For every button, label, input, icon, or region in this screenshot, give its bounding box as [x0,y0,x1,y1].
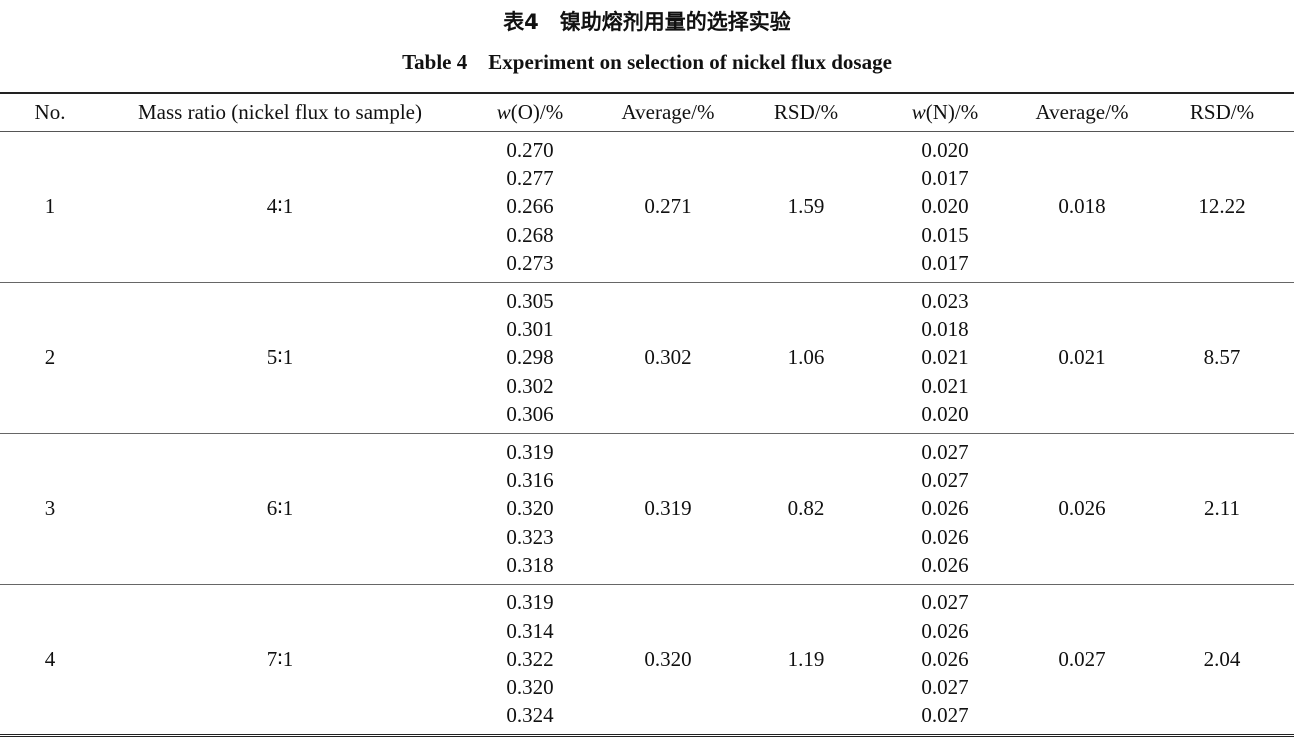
cell-w-o-value: 0.324 [506,703,554,728]
header-no: No. [34,99,66,124]
table-row: 3 6∶1 0.319 0.316 0.320 0.323 0.318 0.319 0.82 0.… [0,433,1294,584]
cell-mass-ratio: 7∶1 [266,646,294,671]
cell-w-o-value: 0.266 [506,194,554,219]
header-average-n: Average/% [1035,99,1129,124]
cell-w-n-value: 0.017 [921,250,969,275]
cell-no: 2 [44,345,56,369]
cell-rsd-n: 2.11 [1204,496,1240,520]
cell-rsd-n: 2.04 [1203,646,1241,671]
cell-w-o-value: 0.320 [506,675,554,700]
cell-average-o: 0.320 [644,646,692,671]
cell-w-n: 0.027 0.027 0.026 0.026 0.026 [876,433,1014,584]
cell-w-o-value: 0.318 [506,552,554,577]
header-rsd-n: RSD/% [1189,99,1255,124]
table-title-english: Table 4 Experiment on selection of nicke… [402,50,892,74]
cell-w-n-value: 0.020 [921,194,969,219]
cell-mass-ratio: 6∶1 [266,496,294,520]
cell-average-o: 0.319 [644,496,692,520]
cell-w-o-value: 0.301 [506,317,554,342]
cell-w-n-value: 0.026 [921,618,969,643]
cell-w-o-value: 0.302 [506,373,554,398]
cell-w-n: 0.023 0.018 0.021 0.021 0.020 [876,282,1014,433]
cell-w-n-value: 0.021 [921,345,969,370]
cell-rsd-o: 1.59 [787,194,825,218]
cell-mass-ratio: 5∶1 [266,345,294,369]
cell-w-o-value: 0.323 [506,524,554,549]
cell-w-o-value: 0.319 [506,590,554,615]
data-table: No. Mass ratio (nickel flux to sample) w… [0,92,1294,737]
cell-rsd-o: 1.19 [787,646,825,671]
cell-w-o-value: 0.268 [506,222,554,247]
cell-w-n: 0.020 0.017 0.020 0.015 0.017 [876,131,1014,282]
header-average-o: Average/% [621,99,715,124]
cell-w-o-value: 0.270 [506,137,554,162]
cell-w-o: 0.319 0.316 0.320 0.323 0.318 [460,433,600,584]
cell-w-o-value: 0.322 [506,646,554,671]
cell-average-o: 0.271 [644,194,692,218]
table-row: 1 4∶1 0.270 0.277 0.266 0.268 0.273 0.271 1.59 0.… [0,131,1294,282]
cell-w-o-value: 0.277 [506,166,554,191]
cell-w-n-value: 0.020 [921,137,969,162]
cell-mass-ratio: 4∶1 [266,194,294,218]
table-row: 2 5∶1 0.305 0.301 0.298 0.302 0.306 0.302 1.06 0.… [0,282,1294,433]
table-title-chinese: 表4 镍助熔剂用量的选择实验 [503,10,791,34]
header-rsd-o: RSD/% [773,99,839,124]
cell-w-n-value: 0.027 [921,675,969,700]
header-row: No. Mass ratio (nickel flux to sample) w… [0,93,1294,131]
table-row: 4 7∶1 0.319 0.314 0.322 0.320 0.324 0.320 1.19 0.… [0,584,1294,735]
cell-w-o-value: 0.273 [506,250,554,275]
cell-w-n-value: 0.017 [921,166,969,191]
cell-w-o-value: 0.298 [506,345,554,370]
cell-w-o-value: 0.305 [506,288,554,313]
cell-no: 3 [44,496,56,520]
cell-w-n-value: 0.027 [921,590,969,615]
cell-w-n-value: 0.018 [921,317,969,342]
header-w-o-var: w [496,99,511,124]
cell-w-o-value: 0.319 [506,439,554,464]
cell-w-o: 0.270 0.277 0.266 0.268 0.273 [460,131,600,282]
cell-w-n-value: 0.027 [921,439,969,464]
cell-rsd-o: 1.06 [787,345,825,369]
cell-w-o-value: 0.320 [506,496,554,521]
cell-average-n: 0.018 [1058,194,1106,218]
cell-rsd-n: 8.57 [1203,345,1241,369]
cell-w-n-value: 0.015 [921,222,969,247]
cell-average-n: 0.026 [1058,496,1106,520]
header-w-n-var: w [911,99,926,124]
header-mass-ratio: Mass ratio (nickel flux to sample) [137,99,422,124]
cell-average-n: 0.021 [1058,345,1106,369]
cell-w-n-value: 0.020 [921,401,969,426]
cell-w-o: 0.305 0.301 0.298 0.302 0.306 [460,282,600,433]
cell-w-n-value: 0.026 [921,552,969,577]
cell-average-n: 0.027 [1058,646,1106,671]
cell-w-n-value: 0.026 [921,496,969,521]
header-w-n: w(N)/% [876,93,1014,131]
cell-rsd-n: 12.22 [1198,194,1246,218]
cell-w-n-value: 0.027 [921,703,969,728]
cell-w-n-value: 0.026 [921,524,969,549]
cell-w-o: 0.319 0.314 0.322 0.320 0.324 [460,584,600,735]
cell-w-n-value: 0.023 [921,288,969,313]
cell-w-n-value: 0.027 [921,468,969,493]
cell-no: 4 [44,646,56,671]
cell-w-o-value: 0.306 [506,401,554,426]
header-w-o-rest: (O)/% [510,99,564,124]
cell-w-o-value: 0.316 [506,468,554,493]
cell-w-n: 0.027 0.026 0.026 0.027 0.027 [876,584,1014,735]
cell-rsd-o: 0.82 [787,496,825,520]
cell-w-n-value: 0.026 [921,646,969,671]
cell-w-o-value: 0.314 [506,618,554,643]
header-w-n-rest: (N)/% [925,99,979,124]
cell-average-o: 0.302 [644,345,692,369]
header-w-o: w(O)/% [460,93,600,131]
cell-w-n-value: 0.021 [921,373,969,398]
cell-no: 1 [44,194,56,218]
